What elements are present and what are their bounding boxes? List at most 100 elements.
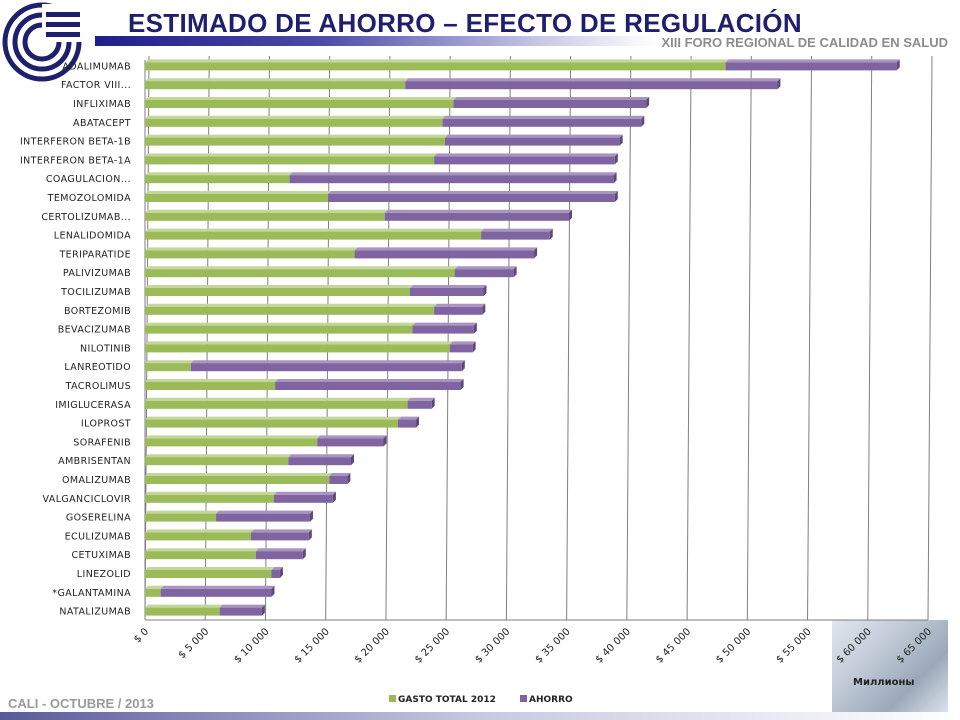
bar-end-cap (896, 59, 900, 71)
bar-gasto (145, 303, 438, 315)
gridline (144, 55, 150, 621)
bar-ahorro-face (481, 231, 550, 240)
legend-swatch-gasto (389, 695, 396, 702)
bar-ahorro-face (354, 250, 535, 259)
gridline (204, 55, 210, 621)
bar-end-cap (569, 209, 573, 221)
bar-gasto-face (145, 212, 385, 221)
bar-end-cap (431, 397, 435, 409)
bar-gasto-top (145, 266, 458, 270)
bar-gasto-top (145, 97, 457, 100)
x-tick-label: $ 0 (132, 626, 151, 645)
gridline (746, 55, 752, 621)
bar-gasto-face (145, 344, 450, 353)
category-label: CETUXIMAB (71, 550, 131, 561)
x-tick-label: $ 60 000 (835, 626, 874, 665)
bar-gasto (145, 585, 164, 597)
bar-ahorro-top (289, 172, 617, 176)
bar-gasto-face (145, 494, 274, 503)
bar-gasto-top (145, 491, 277, 495)
forum-logo (2, 2, 82, 82)
bar-gasto (145, 604, 223, 616)
bar-gasto-top (145, 341, 453, 345)
bar-ahorro (251, 529, 312, 541)
gridline (264, 55, 270, 621)
bar-ahorro-face (255, 551, 303, 560)
bar-ahorro (405, 78, 781, 90)
bar-gasto-face (145, 476, 330, 484)
bar-gasto-top (145, 134, 448, 138)
category-label: ILOPROST (81, 419, 131, 430)
x-tick-label: $ 40 000 (594, 626, 633, 665)
bar-ahorro-top (384, 209, 573, 213)
bar-ahorro (434, 303, 486, 315)
bar-ahorro-top (328, 191, 618, 194)
category-label: GOSERELINA (66, 513, 131, 524)
bar-end-cap (777, 78, 781, 90)
bar-gasto-top (145, 548, 259, 552)
bar-ahorro-face (454, 269, 514, 278)
bar-end-cap (641, 115, 645, 127)
bar-ahorro-face (407, 400, 432, 409)
bar-ahorro (271, 567, 283, 578)
bar-gasto-top (145, 285, 414, 288)
bar-gasto-top (145, 153, 438, 157)
bar-gasto-face (145, 419, 398, 428)
bar-ahorro-face (328, 194, 615, 202)
bar-ahorro-face (434, 156, 615, 165)
x-tick-label: $ 30 000 (473, 626, 512, 665)
bar-ahorro-top (271, 567, 283, 570)
category-label: ABATACEPT (73, 118, 131, 129)
bar-end-cap (271, 585, 275, 597)
bar-gasto-top (145, 59, 729, 63)
bar-gasto-top (145, 435, 321, 439)
category-label: *GALANTAMINA (52, 588, 131, 599)
bar-gasto (145, 285, 414, 296)
bar-end-cap (473, 322, 477, 334)
bar-ahorro-top (160, 585, 275, 589)
bar-gasto-face (145, 551, 256, 560)
category-label: INTERFERON BETA-1B (20, 137, 131, 148)
bar-end-cap (472, 341, 476, 353)
bar-gasto-face (145, 288, 411, 296)
bar-end-cap (261, 604, 265, 616)
bar-gasto-top (145, 360, 194, 364)
bar-gasto-top (145, 454, 292, 458)
bar-gasto-face (145, 588, 161, 597)
bar-gasto-face (145, 306, 435, 315)
category-label: AMBRISENTAN (58, 456, 131, 467)
x-tick-label: $ 35 000 (533, 626, 572, 665)
bar-ahorro-top (255, 548, 306, 552)
gridline (325, 55, 331, 621)
bar-gasto-top (145, 510, 220, 514)
bar-gasto-top (145, 115, 446, 119)
unit-label: Миллионы (853, 677, 915, 688)
bar-gasto-face (145, 570, 272, 578)
bar-end-cap (350, 454, 354, 466)
bar-gasto-top (145, 191, 332, 194)
bar-ahorro (407, 397, 435, 409)
category-label: INFLIXIMAB (73, 99, 131, 110)
bar-gasto-face (145, 269, 455, 278)
bar-gasto (145, 228, 485, 240)
category-label: TEMOZOLOMIDA (47, 193, 131, 204)
bar-ahorro-top (354, 247, 538, 251)
x-tick-label: $ 15 000 (293, 626, 332, 665)
bar-gasto-top (145, 604, 223, 608)
category-label: IMIGLUCERASA (55, 400, 131, 411)
bar-gasto-top (145, 567, 275, 570)
bar-gasto-face (145, 194, 329, 202)
category-label: TOCILIZUMAB (60, 287, 131, 298)
bar-gasto (145, 529, 255, 541)
bar-ahorro-top (434, 153, 618, 157)
bar-ahorro-top (442, 115, 645, 119)
bar-ahorro-top (405, 78, 781, 82)
bar-ahorro-top (329, 473, 351, 476)
bar-gasto (145, 397, 411, 409)
bar-end-cap (332, 491, 336, 503)
x-tick-label: $ 65 000 (895, 626, 934, 665)
gridline (385, 55, 391, 621)
bar-ahorro-face (216, 513, 311, 522)
bar-ahorro (453, 97, 650, 108)
bar-gasto (145, 134, 448, 146)
